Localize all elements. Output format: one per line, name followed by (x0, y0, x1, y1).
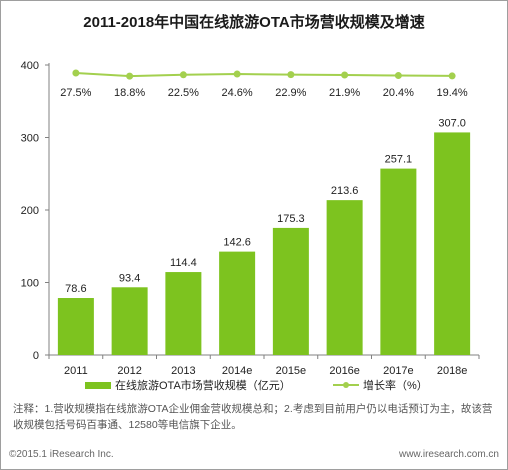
x-tick-label: 2011 (64, 365, 88, 377)
bar-value-label: 114.4 (170, 257, 197, 269)
legend: 在线旅游OTA市场营收规模（亿元） 增长率（%） (1, 377, 507, 397)
x-tick-label: 2018e (437, 365, 468, 377)
chart-note: 注释：1.营收规模指在线旅游OTA企业佣金营收规模总和；2.考虑到目前用户仍以电… (13, 403, 493, 431)
source-url: www.iresearch.com.cn (398, 449, 499, 460)
x-tick-label: 2014e (222, 365, 253, 377)
bar-value-label: 257.1 (385, 154, 413, 166)
chart-plot: 0 100 200 300 400 2011 2012 2013 2014e 2015e 2016e… (21, 60, 480, 377)
growth-point (287, 71, 295, 79)
legend-bar-swatch (85, 381, 111, 389)
x-tick-label: 2017e (383, 365, 414, 377)
y-tick-label: 100 (21, 278, 39, 290)
growth-value-label: 22.5% (168, 87, 199, 99)
bar-value-label: 213.6 (331, 185, 359, 197)
bar (434, 132, 471, 355)
growth-point (126, 72, 134, 80)
growth-value-label: 20.4% (383, 87, 414, 99)
growth-value-label: 24.6% (222, 87, 253, 99)
bar-value-label: 93.4 (119, 272, 140, 284)
bar (272, 227, 309, 355)
bar (111, 287, 148, 355)
bar (219, 251, 256, 355)
y-tick-label: 0 (33, 350, 39, 362)
bar (57, 298, 94, 355)
chart-title: 2011-2018年中国在线旅游OTA市场营收规模及增速 (83, 14, 425, 31)
bar-value-label: 78.6 (65, 283, 86, 295)
y-tick-label: 200 (21, 205, 39, 217)
growth-value-label: 22.9% (275, 87, 306, 99)
bar (326, 200, 363, 355)
growth-point (179, 71, 187, 79)
legend-label-growth: 增长率（%） (363, 380, 428, 392)
y-tick-label: 300 (21, 133, 39, 145)
bar-value-label: 307.0 (438, 117, 466, 129)
x-tick-label: 2013 (171, 365, 195, 377)
growth-point (394, 72, 402, 80)
growth-value-label: 21.9% (329, 87, 360, 99)
legend-line-swatch (333, 381, 359, 389)
x-tick-label: 2015e (276, 365, 307, 377)
growth-value-label: 18.8% (114, 87, 145, 99)
growth-point (448, 72, 456, 80)
growth-point (341, 71, 349, 79)
legend-item-growth: 增长率（%） (333, 377, 428, 393)
legend-item-revenue: 在线旅游OTA市场营收规模（亿元） (85, 377, 291, 393)
growth-line (75, 72, 453, 78)
x-tick-label: 2012 (117, 365, 141, 377)
copyright-text: ©2015.1 iResearch Inc. (9, 449, 114, 460)
growth-point (72, 69, 80, 77)
bar-value-label: 142.6 (223, 237, 251, 249)
growth-value-label: 19.4% (437, 87, 468, 99)
legend-label-revenue: 在线旅游OTA市场营收规模（亿元） (115, 380, 291, 392)
growth-point (233, 70, 241, 78)
x-tick-label: 2016e (329, 365, 360, 377)
y-tick-label: 400 (21, 60, 39, 72)
growth-value-label: 27.5% (60, 87, 91, 99)
bar-value-label: 175.3 (277, 213, 305, 225)
bar (380, 168, 417, 355)
bar (165, 272, 202, 355)
